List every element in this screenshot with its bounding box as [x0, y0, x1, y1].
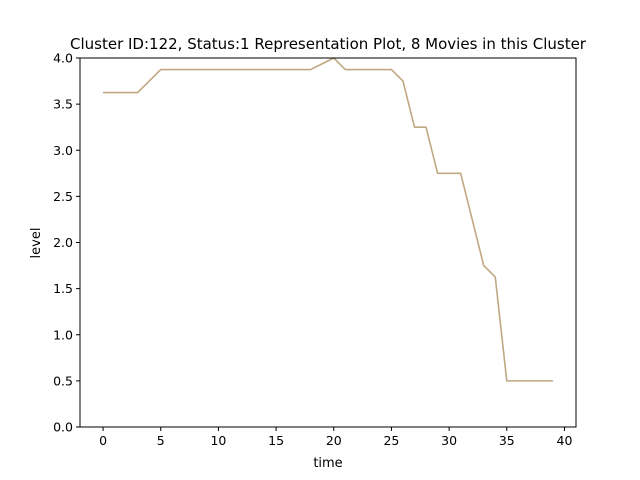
plot-area	[103, 57, 553, 382]
y-tick-label: 2.0	[53, 235, 73, 250]
x-tick-label: 40	[557, 433, 573, 448]
x-axis-label: time	[313, 456, 342, 471]
y-tick-label: 4.0	[53, 51, 73, 66]
y-tick-label: 0.5	[53, 373, 73, 388]
x-tick-label: 35	[499, 433, 515, 448]
y-tick-label: 2.5	[53, 189, 73, 204]
y-tick-label: 0.0	[53, 420, 73, 435]
chart-title: Cluster ID:122, Status:1 Representation …	[70, 35, 587, 53]
y-axis: 0.0 0.5 1.0 1.5 2.0 2.5 3.0 3.5 4.0	[53, 51, 80, 435]
x-tick-label: 5	[157, 433, 165, 448]
x-tick-label: 30	[441, 433, 457, 448]
x-tick-label: 0	[99, 433, 107, 448]
x-tick-label: 20	[326, 433, 342, 448]
y-tick-label: 3.0	[53, 143, 73, 158]
y-tick-label: 1.5	[53, 281, 73, 296]
y-axis-label: level	[29, 228, 44, 259]
chart-figure: Cluster ID:122, Status:1 Representation …	[29, 35, 587, 471]
x-tick-label: 25	[383, 433, 399, 448]
y-tick-label: 3.5	[53, 97, 73, 112]
y-tick-label: 1.0	[53, 327, 73, 342]
x-axis: 0 5 10 15 20 25 30 35 40	[99, 427, 572, 448]
x-tick-label: 15	[268, 433, 284, 448]
series-line	[103, 57, 553, 382]
x-tick-label: 10	[210, 433, 226, 448]
axes-frame	[79, 57, 577, 428]
